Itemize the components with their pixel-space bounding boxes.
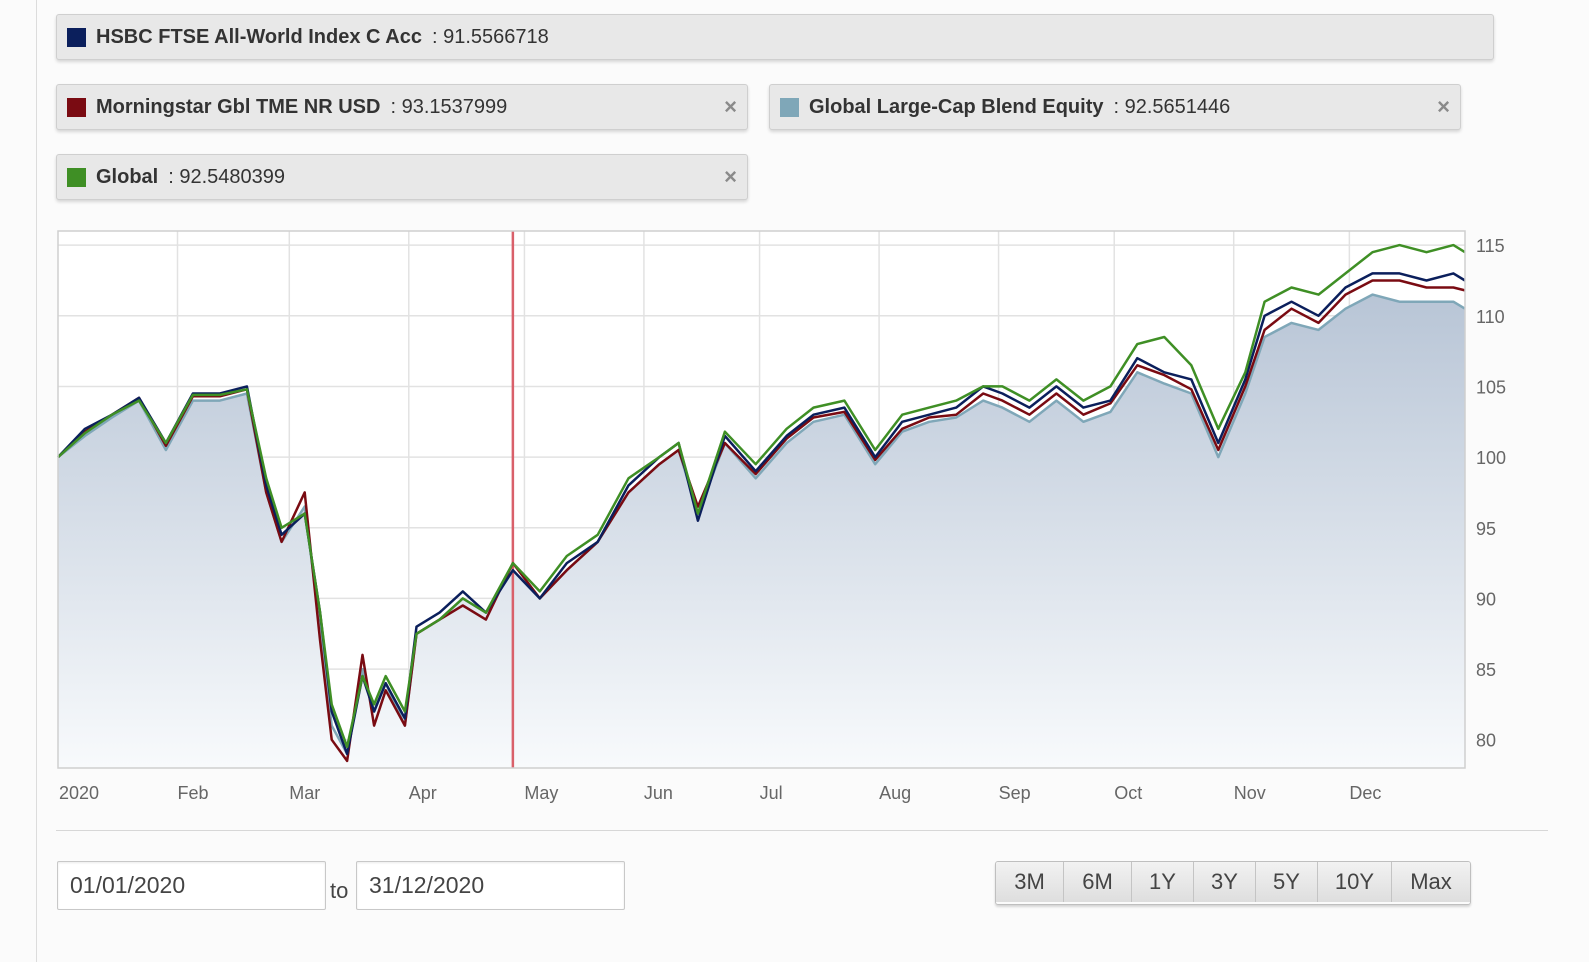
legend-series-name: Morningstar Gbl TME NR USD [96, 95, 381, 118]
y-tick-label: 95 [1476, 519, 1496, 539]
chart-series-lines [57, 243, 1466, 763]
start-date-input[interactable] [57, 861, 326, 910]
x-tick-label: Nov [1234, 783, 1266, 803]
range-5y-button[interactable]: 5Y [1256, 862, 1318, 902]
x-tick-label: Oct [1114, 783, 1142, 803]
range-3y-button[interactable]: 3Y [1194, 862, 1256, 902]
legend-series-name: Global [96, 165, 159, 188]
legend-series-value: : 92.5651446 [1113, 95, 1231, 118]
legend-item-morningstar: Morningstar Gbl TME NR USD : 93.1537999 … [56, 84, 748, 130]
range-button-group: 3M 6M 1Y 3Y 5Y 10Y Max [995, 861, 1471, 905]
legend-series-value: : 93.1537999 [390, 95, 508, 118]
close-icon[interactable]: × [1437, 94, 1450, 119]
y-tick-label: 100 [1476, 448, 1506, 468]
end-date-input[interactable] [356, 861, 625, 910]
y-tick-label: 110 [1476, 307, 1505, 327]
legend-swatch [780, 97, 799, 117]
legend-series-name: HSBC FTSE All-World Index C Acc [96, 25, 422, 48]
x-axis-ticks: 2020 Feb Mar Apr May Jun Jul Aug Sep Oct Nov Dec [59, 783, 1381, 803]
range-max-button[interactable]: Max [1392, 862, 1470, 902]
legend-swatch [67, 97, 86, 117]
left-divider [36, 0, 37, 962]
x-tick-label: May [524, 783, 558, 803]
legend-item-hsbc: HSBC FTSE All-World Index C Acc : 91.556… [56, 14, 1494, 60]
area-fill [58, 294, 1465, 768]
x-tick-label: Apr [409, 783, 437, 803]
x-tick-label: Sep [999, 783, 1031, 803]
y-tick-label: 90 [1476, 589, 1496, 609]
x-tick-label: Jun [644, 783, 673, 803]
legend-series-value: : 91.5566718 [431, 25, 549, 48]
x-tick-label: Feb [177, 783, 208, 803]
legend-series-value: : 92.5480399 [168, 165, 286, 188]
close-icon[interactable]: × [724, 94, 737, 119]
range-6m-button[interactable]: 6M [1064, 862, 1132, 902]
range-10y-button[interactable]: 10Y [1318, 862, 1392, 902]
y-axis-ticks: 80 85 90 95 100 105 110 115 [1476, 236, 1506, 751]
series-line [57, 279, 1466, 763]
legend-item-global: Global : 92.5480399 × [56, 154, 748, 200]
legend-item-global-large-cap: Global Large-Cap Blend Equity : 92.56514… [769, 84, 1461, 130]
legend-series-name: Global Large-Cap Blend Equity [809, 95, 1104, 118]
chart-area-layer [58, 294, 1465, 768]
range-1y-button[interactable]: 1Y [1132, 862, 1194, 902]
divider [56, 830, 1548, 831]
y-tick-label: 115 [1476, 236, 1505, 256]
y-tick-label: 80 [1476, 731, 1496, 751]
x-tick-label: Jul [760, 783, 783, 803]
series-line [57, 243, 1466, 749]
x-tick-label: 2020 [59, 783, 99, 803]
y-tick-label: 85 [1476, 660, 1496, 680]
range-3m-button[interactable]: 3M [996, 862, 1064, 902]
series-line [57, 272, 1466, 756]
performance-chart[interactable]: 80 85 90 95 100 105 110 115 2020 Feb Mar Apr May Jun… [0, 0, 1589, 830]
x-tick-label: Aug [879, 783, 911, 803]
legend-swatch [67, 167, 86, 187]
x-tick-label: Mar [289, 783, 320, 803]
x-tick-label: Dec [1349, 783, 1381, 803]
date-range-to-label: to [330, 878, 349, 903]
plot-border [57, 230, 1466, 769]
legend-swatch [67, 27, 86, 47]
y-tick-label: 105 [1476, 377, 1506, 397]
close-icon[interactable]: × [724, 164, 737, 189]
